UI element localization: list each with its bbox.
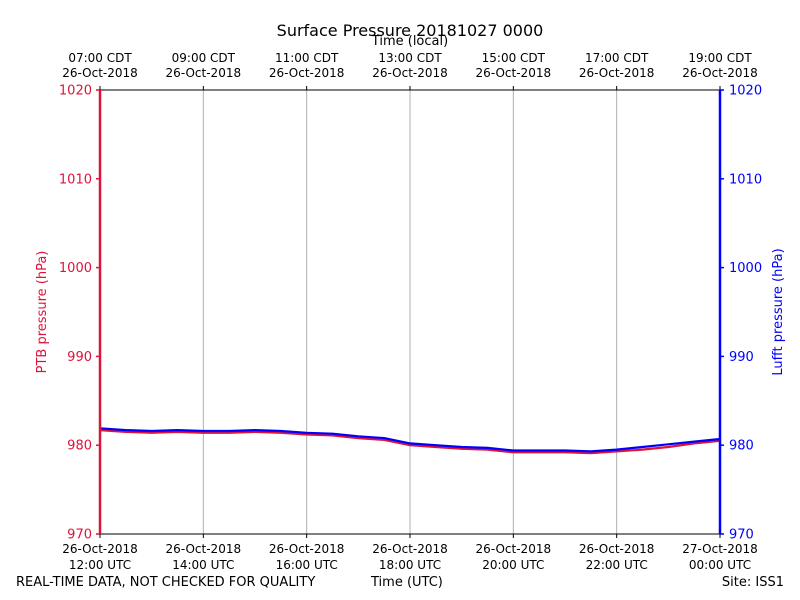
xtick-bottom-time: 20:00 UTC	[482, 558, 544, 572]
lufft-pressure-line	[99, 427, 721, 453]
ptb-pressure-line	[99, 429, 721, 455]
y-axis-right-label: Lufft pressure (hPa)	[771, 248, 786, 375]
top-axis-label: Time (local)	[371, 34, 449, 49]
ytick-right-label: 1020	[729, 84, 762, 99]
series-lines	[99, 427, 721, 455]
ytick-right-label: 980	[729, 439, 754, 454]
ytick-left-label: 970	[67, 528, 92, 543]
xtick-top-time: 07:00 CDT	[68, 51, 132, 65]
xtick-bottom-date: 26-Oct-2018	[62, 542, 138, 556]
xtick-bottom-date: 26-Oct-2018	[476, 542, 552, 556]
xtick-bottom-time: 00:00 UTC	[689, 558, 751, 572]
xtick-bottom-time: 18:00 UTC	[379, 558, 441, 572]
x-axis-label: Time (UTC)	[371, 575, 443, 590]
ytick-left-label: 990	[67, 350, 92, 365]
site-label: Site: ISS1	[721, 575, 784, 590]
xtick-bottom-date: 27-Oct-2018	[682, 542, 758, 556]
ytick-left-label: 1020	[59, 84, 92, 99]
ytick-right-label: 970	[729, 528, 754, 543]
xtick-bottom-time: 22:00 UTC	[586, 558, 648, 572]
xtick-top-time: 17:00 CDT	[585, 51, 649, 65]
xtick-top-time: 09:00 CDT	[172, 51, 236, 65]
xtick-top-date: 26-Oct-2018	[372, 66, 448, 80]
xtick-top-time: 15:00 CDT	[482, 51, 546, 65]
chart-title: Surface Pressure 20181027 0000	[276, 21, 544, 40]
tick-labels: 970 970 980 980 990 990 1000 1000 1010 1010 1020 10…	[35, 51, 786, 572]
xtick-bottom-date: 26-Oct-2018	[579, 542, 655, 556]
xtick-bottom-date: 26-Oct-2018	[166, 542, 242, 556]
xtick-bottom-date: 26-Oct-2018	[372, 542, 448, 556]
xtick-bottom-date: 26-Oct-2018	[269, 542, 345, 556]
ytick-left-label: 1010	[59, 172, 92, 187]
xtick-top-date: 26-Oct-2018	[682, 66, 758, 80]
ytick-right-label: 990	[729, 350, 754, 365]
axes	[96, 86, 724, 538]
xtick-top-date: 26-Oct-2018	[476, 66, 552, 80]
y-axis-left-label: PTB pressure (hPa)	[35, 251, 50, 374]
gridlines	[202, 90, 618, 534]
ytick-right-label: 1000	[729, 261, 762, 276]
xtick-top-time: 19:00 CDT	[688, 51, 752, 65]
ytick-right-label: 1010	[729, 172, 762, 187]
xtick-bottom-time: 12:00 UTC	[69, 558, 131, 572]
ytick-left-label: 980	[67, 439, 92, 454]
xtick-top-date: 26-Oct-2018	[62, 66, 138, 80]
ytick-left-label: 1000	[59, 261, 92, 276]
xtick-bottom-time: 16:00 UTC	[276, 558, 338, 572]
quality-disclaimer: REAL-TIME DATA, NOT CHECKED FOR QUALITY	[16, 575, 316, 590]
xtick-top-time: 13:00 CDT	[378, 51, 442, 65]
xtick-bottom-time: 14:00 UTC	[172, 558, 234, 572]
xtick-top-date: 26-Oct-2018	[579, 66, 655, 80]
xtick-top-date: 26-Oct-2018	[269, 66, 345, 80]
xtick-top-date: 26-Oct-2018	[166, 66, 242, 80]
xtick-top-time: 11:00 CDT	[275, 51, 339, 65]
